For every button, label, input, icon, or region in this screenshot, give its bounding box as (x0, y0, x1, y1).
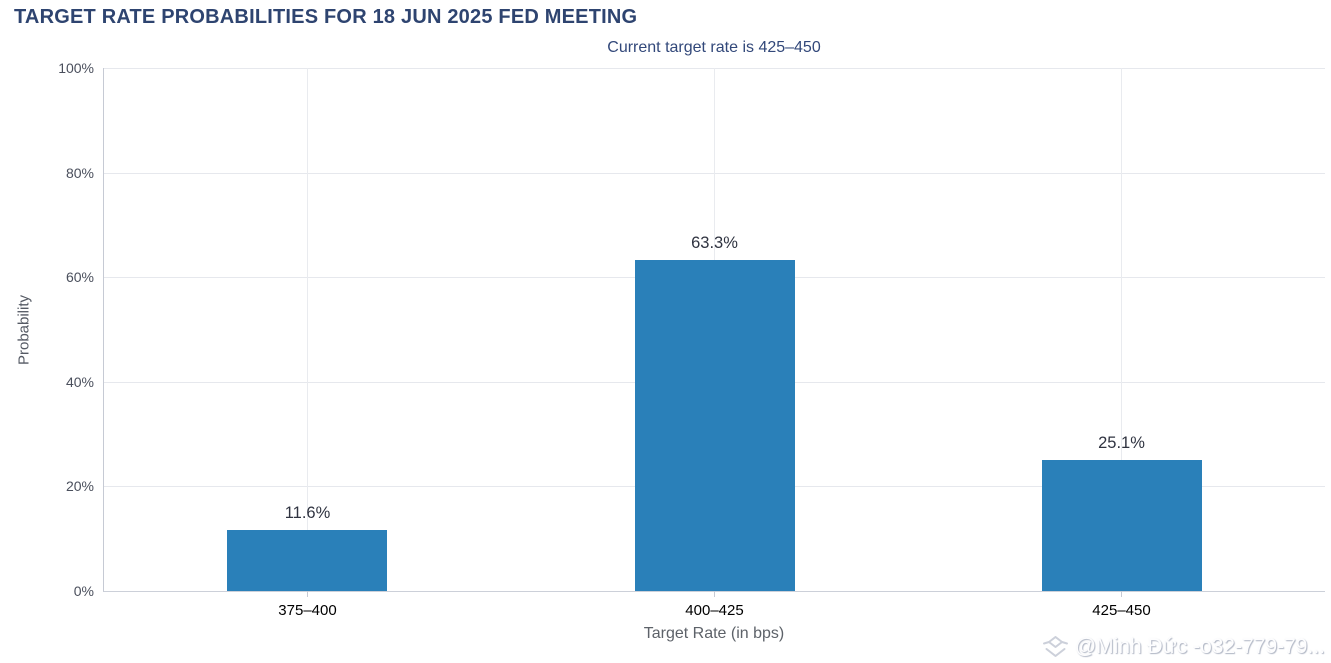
y-tick-label: 0% (73, 583, 94, 599)
x-tick-label: 400–425 (685, 602, 744, 619)
x-axis-tick (714, 591, 715, 597)
bar-value-label: 25.1% (1098, 433, 1145, 452)
x-tick-label: 375–400 (278, 602, 337, 619)
x-gridline (1121, 68, 1122, 591)
diamond-layers-icon (1042, 635, 1069, 659)
y-tick-label: 20% (65, 478, 94, 495)
y-axis-title: Probability (15, 294, 33, 366)
bar[interactable] (634, 259, 795, 591)
y-tick-label: 40% (65, 373, 94, 390)
bar[interactable] (1041, 459, 1202, 591)
x-tick-label: 425–450 (1092, 602, 1151, 619)
x-gridline (306, 68, 308, 591)
y-tick-label: 80% (65, 164, 94, 181)
watermark: @Minh Đức -o32-779-79... (1042, 635, 1325, 659)
watermark-text: @Minh Đức -o32-779-79... (1074, 635, 1325, 658)
x-axis-title: Target Rate (in bps) (643, 625, 785, 642)
bar-value-label: 11.6% (284, 504, 331, 523)
plot-area: 0% 20% 40% 60% 80% 100% 11.6% 375–400 63.3% 400–4… (58, 60, 1325, 619)
chart-subtitle: Current target rate is 425–450 (607, 39, 821, 56)
y-tick-label: 100% (58, 60, 94, 76)
x-axis-tick (1121, 591, 1122, 597)
bar-value-label: 63.3% (691, 233, 738, 252)
x-axis-tick (306, 591, 308, 597)
bar[interactable] (227, 530, 388, 591)
y-tick-label: 60% (65, 269, 94, 286)
chart-title: TARGET RATE PROBABILITIES FOR 18 JUN 202… (14, 6, 638, 28)
